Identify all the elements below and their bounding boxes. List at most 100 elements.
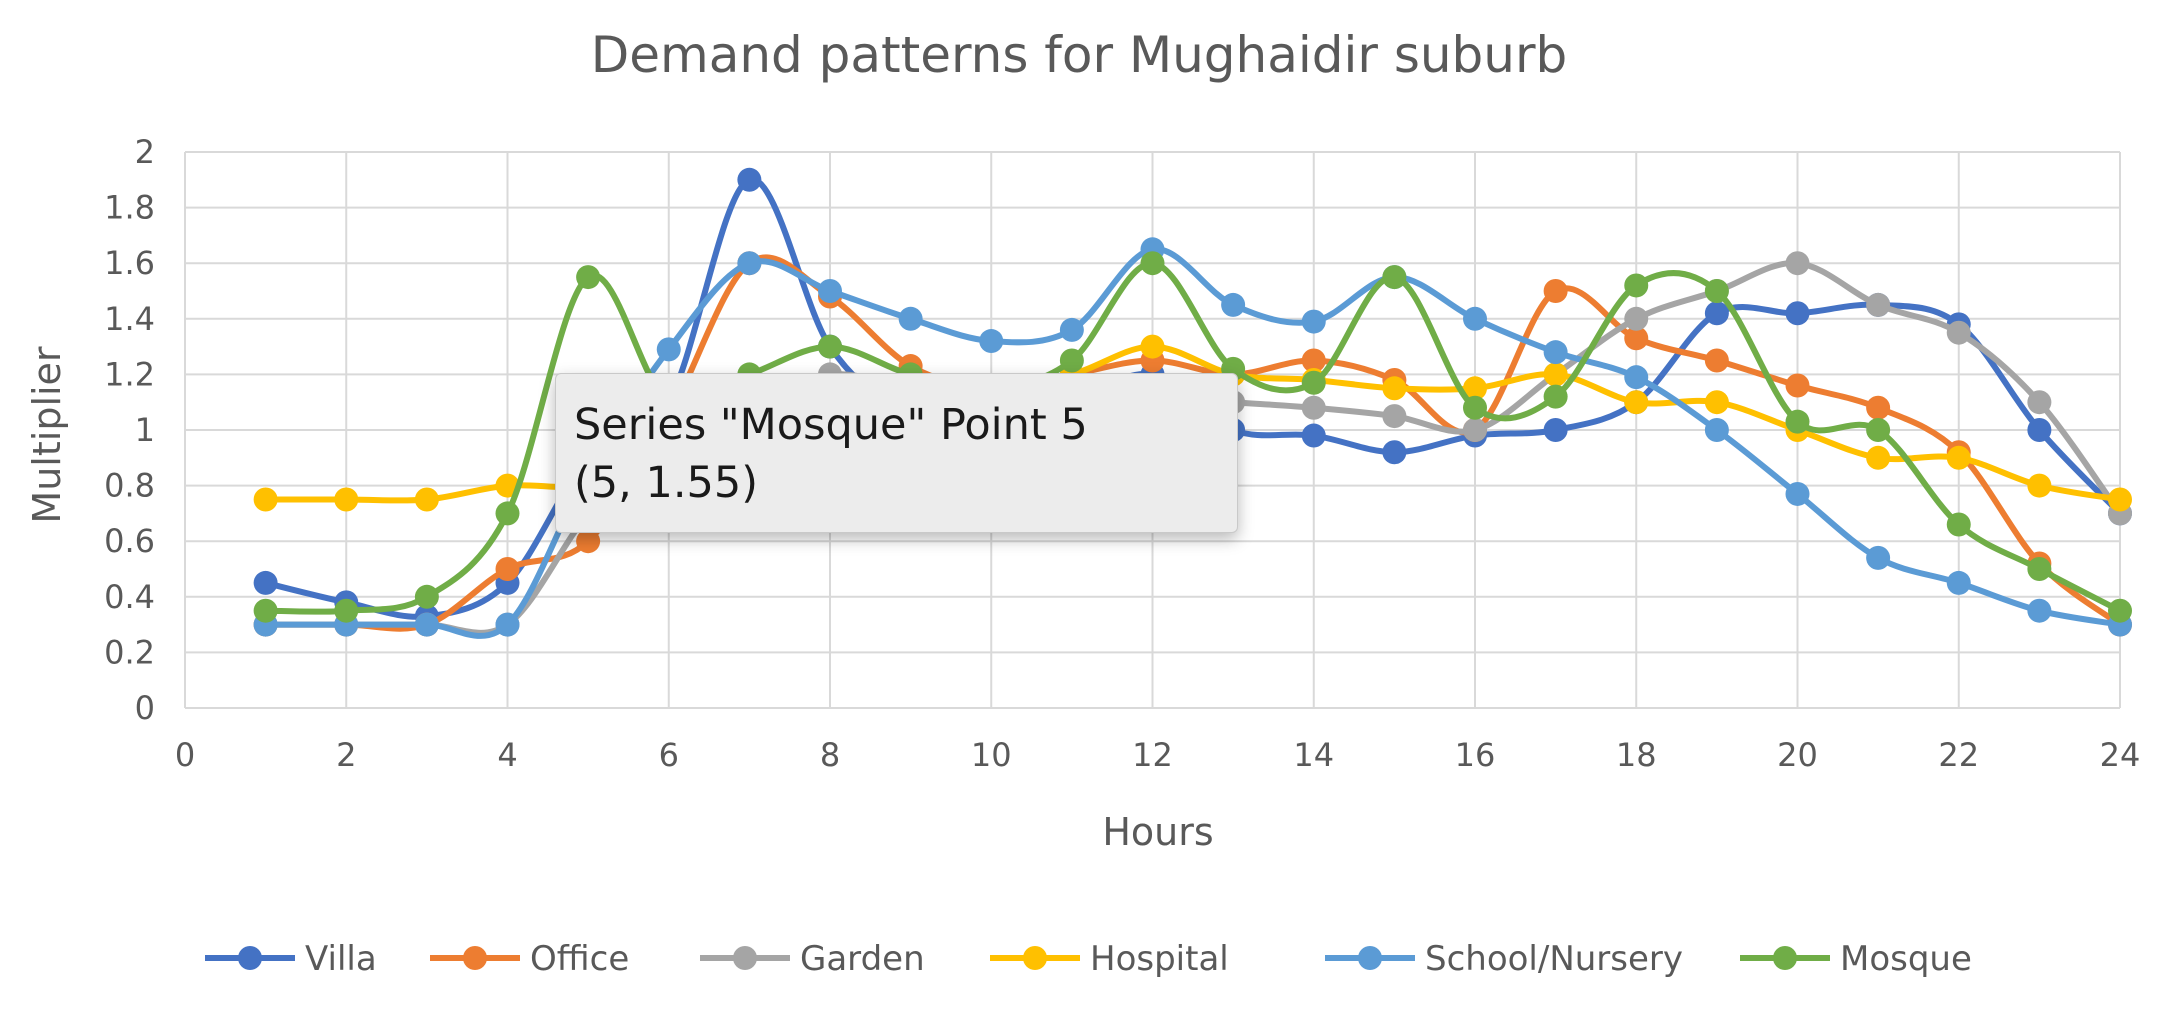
data-point-school-nursery-21[interactable] — [1866, 545, 1891, 570]
legend-swatch-marker — [1358, 946, 1382, 970]
legend-item-garden[interactable]: Garden — [700, 939, 925, 979]
data-point-hospital-1[interactable] — [253, 487, 278, 512]
data-point-office-14[interactable] — [1301, 348, 1326, 373]
data-point-mosque-5[interactable] — [576, 265, 601, 290]
data-point-mosque-17[interactable] — [1543, 384, 1568, 409]
data-point-villa-23[interactable] — [2027, 418, 2052, 442]
data-point-hospital-16[interactable] — [1463, 376, 1487, 401]
legend-swatch-marker — [463, 946, 487, 970]
data-point-office-21[interactable] — [1866, 395, 1891, 420]
data-point-school-nursery-8[interactable] — [818, 279, 842, 303]
data-point-mosque-19[interactable] — [1704, 279, 1729, 303]
x-tick-label: 18 — [1616, 736, 1657, 774]
data-point-school-nursery-23[interactable] — [2027, 598, 2052, 623]
data-point-garden-14[interactable] — [1301, 395, 1326, 420]
data-point-mosque-18[interactable] — [1624, 273, 1649, 298]
data-point-villa-19[interactable] — [1704, 301, 1729, 326]
legend-swatch-marker — [1023, 946, 1047, 970]
data-point-garden-20[interactable] — [1785, 251, 1810, 276]
data-point-villa-14[interactable] — [1301, 423, 1326, 448]
x-tick-label: 8 — [820, 736, 840, 774]
data-point-garden-18[interactable] — [1624, 306, 1649, 331]
data-point-villa-7[interactable] — [737, 167, 762, 192]
data-point-villa-20[interactable] — [1785, 301, 1810, 326]
data-point-hospital-12[interactable] — [1140, 334, 1165, 359]
data-point-school-nursery-20[interactable] — [1785, 481, 1810, 506]
data-point-hospital-15[interactable] — [1382, 376, 1407, 401]
legend-label: Hospital — [1090, 939, 1229, 979]
data-point-mosque-15[interactable] — [1382, 265, 1407, 290]
data-point-school-nursery-18[interactable] — [1624, 365, 1649, 390]
data-point-hospital-2[interactable] — [334, 487, 359, 512]
data-point-school-nursery-11[interactable] — [1059, 317, 1084, 342]
legend: Villa Office Garden Hospital School/Nursery M… — [205, 939, 1972, 979]
data-point-hospital-18[interactable] — [1624, 390, 1649, 415]
data-point-office-4[interactable] — [495, 557, 520, 581]
data-point-school-nursery-6[interactable] — [656, 337, 681, 362]
x-tick-label: 16 — [1455, 736, 1496, 774]
data-point-school-nursery-10[interactable] — [979, 329, 1004, 354]
legend-label: Mosque — [1840, 939, 1972, 979]
legend-item-hospital[interactable]: Hospital — [990, 939, 1229, 979]
data-point-mosque-23[interactable] — [2027, 557, 2052, 581]
data-point-garden-21[interactable] — [1866, 292, 1891, 317]
legend-item-office[interactable]: Office — [430, 939, 629, 979]
data-point-villa-1[interactable] — [253, 570, 278, 595]
data-point-hospital-23[interactable] — [2027, 473, 2052, 498]
x-tick-label: 2 — [336, 736, 356, 774]
legend-item-villa[interactable]: Villa — [205, 939, 377, 979]
data-point-mosque-4[interactable] — [495, 501, 520, 526]
data-point-school-nursery-22[interactable] — [1946, 570, 1971, 595]
x-tick-label: 12 — [1132, 736, 1173, 774]
data-point-villa-17[interactable] — [1543, 418, 1568, 442]
data-point-garden-15[interactable] — [1382, 404, 1407, 429]
data-point-office-17[interactable] — [1543, 279, 1568, 303]
data-point-school-nursery-9[interactable] — [898, 306, 923, 331]
x-tick-label: 24 — [2100, 736, 2141, 774]
x-tick-label: 0 — [175, 736, 195, 774]
data-point-hospital-21[interactable] — [1866, 445, 1891, 470]
data-point-garden-23[interactable] — [2027, 390, 2052, 415]
data-point-mosque-20[interactable] — [1785, 409, 1810, 434]
data-point-villa-15[interactable] — [1382, 440, 1407, 465]
data-point-mosque-14[interactable] — [1301, 370, 1326, 395]
data-point-mosque-22[interactable] — [1946, 512, 1971, 537]
data-point-office-18[interactable] — [1624, 326, 1649, 351]
data-point-school-nursery-4[interactable] — [495, 612, 520, 637]
x-tick-label: 4 — [497, 736, 517, 774]
y-tick-label: 1.2 — [104, 355, 155, 393]
data-point-hospital-22[interactable] — [1946, 445, 1971, 470]
data-point-mosque-3[interactable] — [414, 584, 439, 609]
data-point-hospital-24[interactable] — [2108, 487, 2132, 512]
data-point-garden-16[interactable] — [1463, 418, 1487, 442]
data-point-school-nursery-14[interactable] — [1301, 309, 1326, 334]
data-point-mosque-12[interactable] — [1140, 251, 1165, 276]
y-tick-label: 0.4 — [104, 578, 155, 616]
data-point-hospital-19[interactable] — [1704, 390, 1729, 415]
legend-swatch-marker — [733, 946, 757, 970]
data-point-mosque-21[interactable] — [1866, 418, 1891, 442]
data-point-office-20[interactable] — [1785, 373, 1810, 398]
data-point-school-nursery-19[interactable] — [1704, 418, 1729, 442]
data-point-school-nursery-16[interactable] — [1463, 306, 1487, 331]
data-point-hospital-17[interactable] — [1543, 362, 1568, 387]
data-point-mosque-1[interactable] — [253, 598, 278, 623]
legend-label: Office — [530, 939, 629, 979]
data-point-office-19[interactable] — [1704, 348, 1729, 373]
data-point-mosque-11[interactable] — [1059, 348, 1084, 373]
data-point-school-nursery-7[interactable] — [737, 251, 762, 276]
data-point-school-nursery-3[interactable] — [414, 612, 439, 637]
data-point-mosque-16[interactable] — [1463, 395, 1487, 420]
data-point-mosque-24[interactable] — [2108, 598, 2132, 623]
data-point-office-5[interactable] — [576, 529, 601, 554]
gridlines — [184, 151, 2121, 709]
data-point-mosque-2[interactable] — [334, 598, 359, 623]
legend-item-mosque[interactable]: Mosque — [1740, 939, 1972, 979]
data-point-hospital-3[interactable] — [414, 487, 439, 512]
data-point-school-nursery-13[interactable] — [1221, 292, 1246, 317]
data-point-school-nursery-17[interactable] — [1543, 340, 1568, 365]
legend-label: School/Nursery — [1425, 939, 1683, 979]
data-point-garden-22[interactable] — [1946, 320, 1971, 345]
legend-item-school-nursery[interactable]: School/Nursery — [1325, 939, 1683, 979]
data-point-mosque-8[interactable] — [818, 334, 842, 359]
